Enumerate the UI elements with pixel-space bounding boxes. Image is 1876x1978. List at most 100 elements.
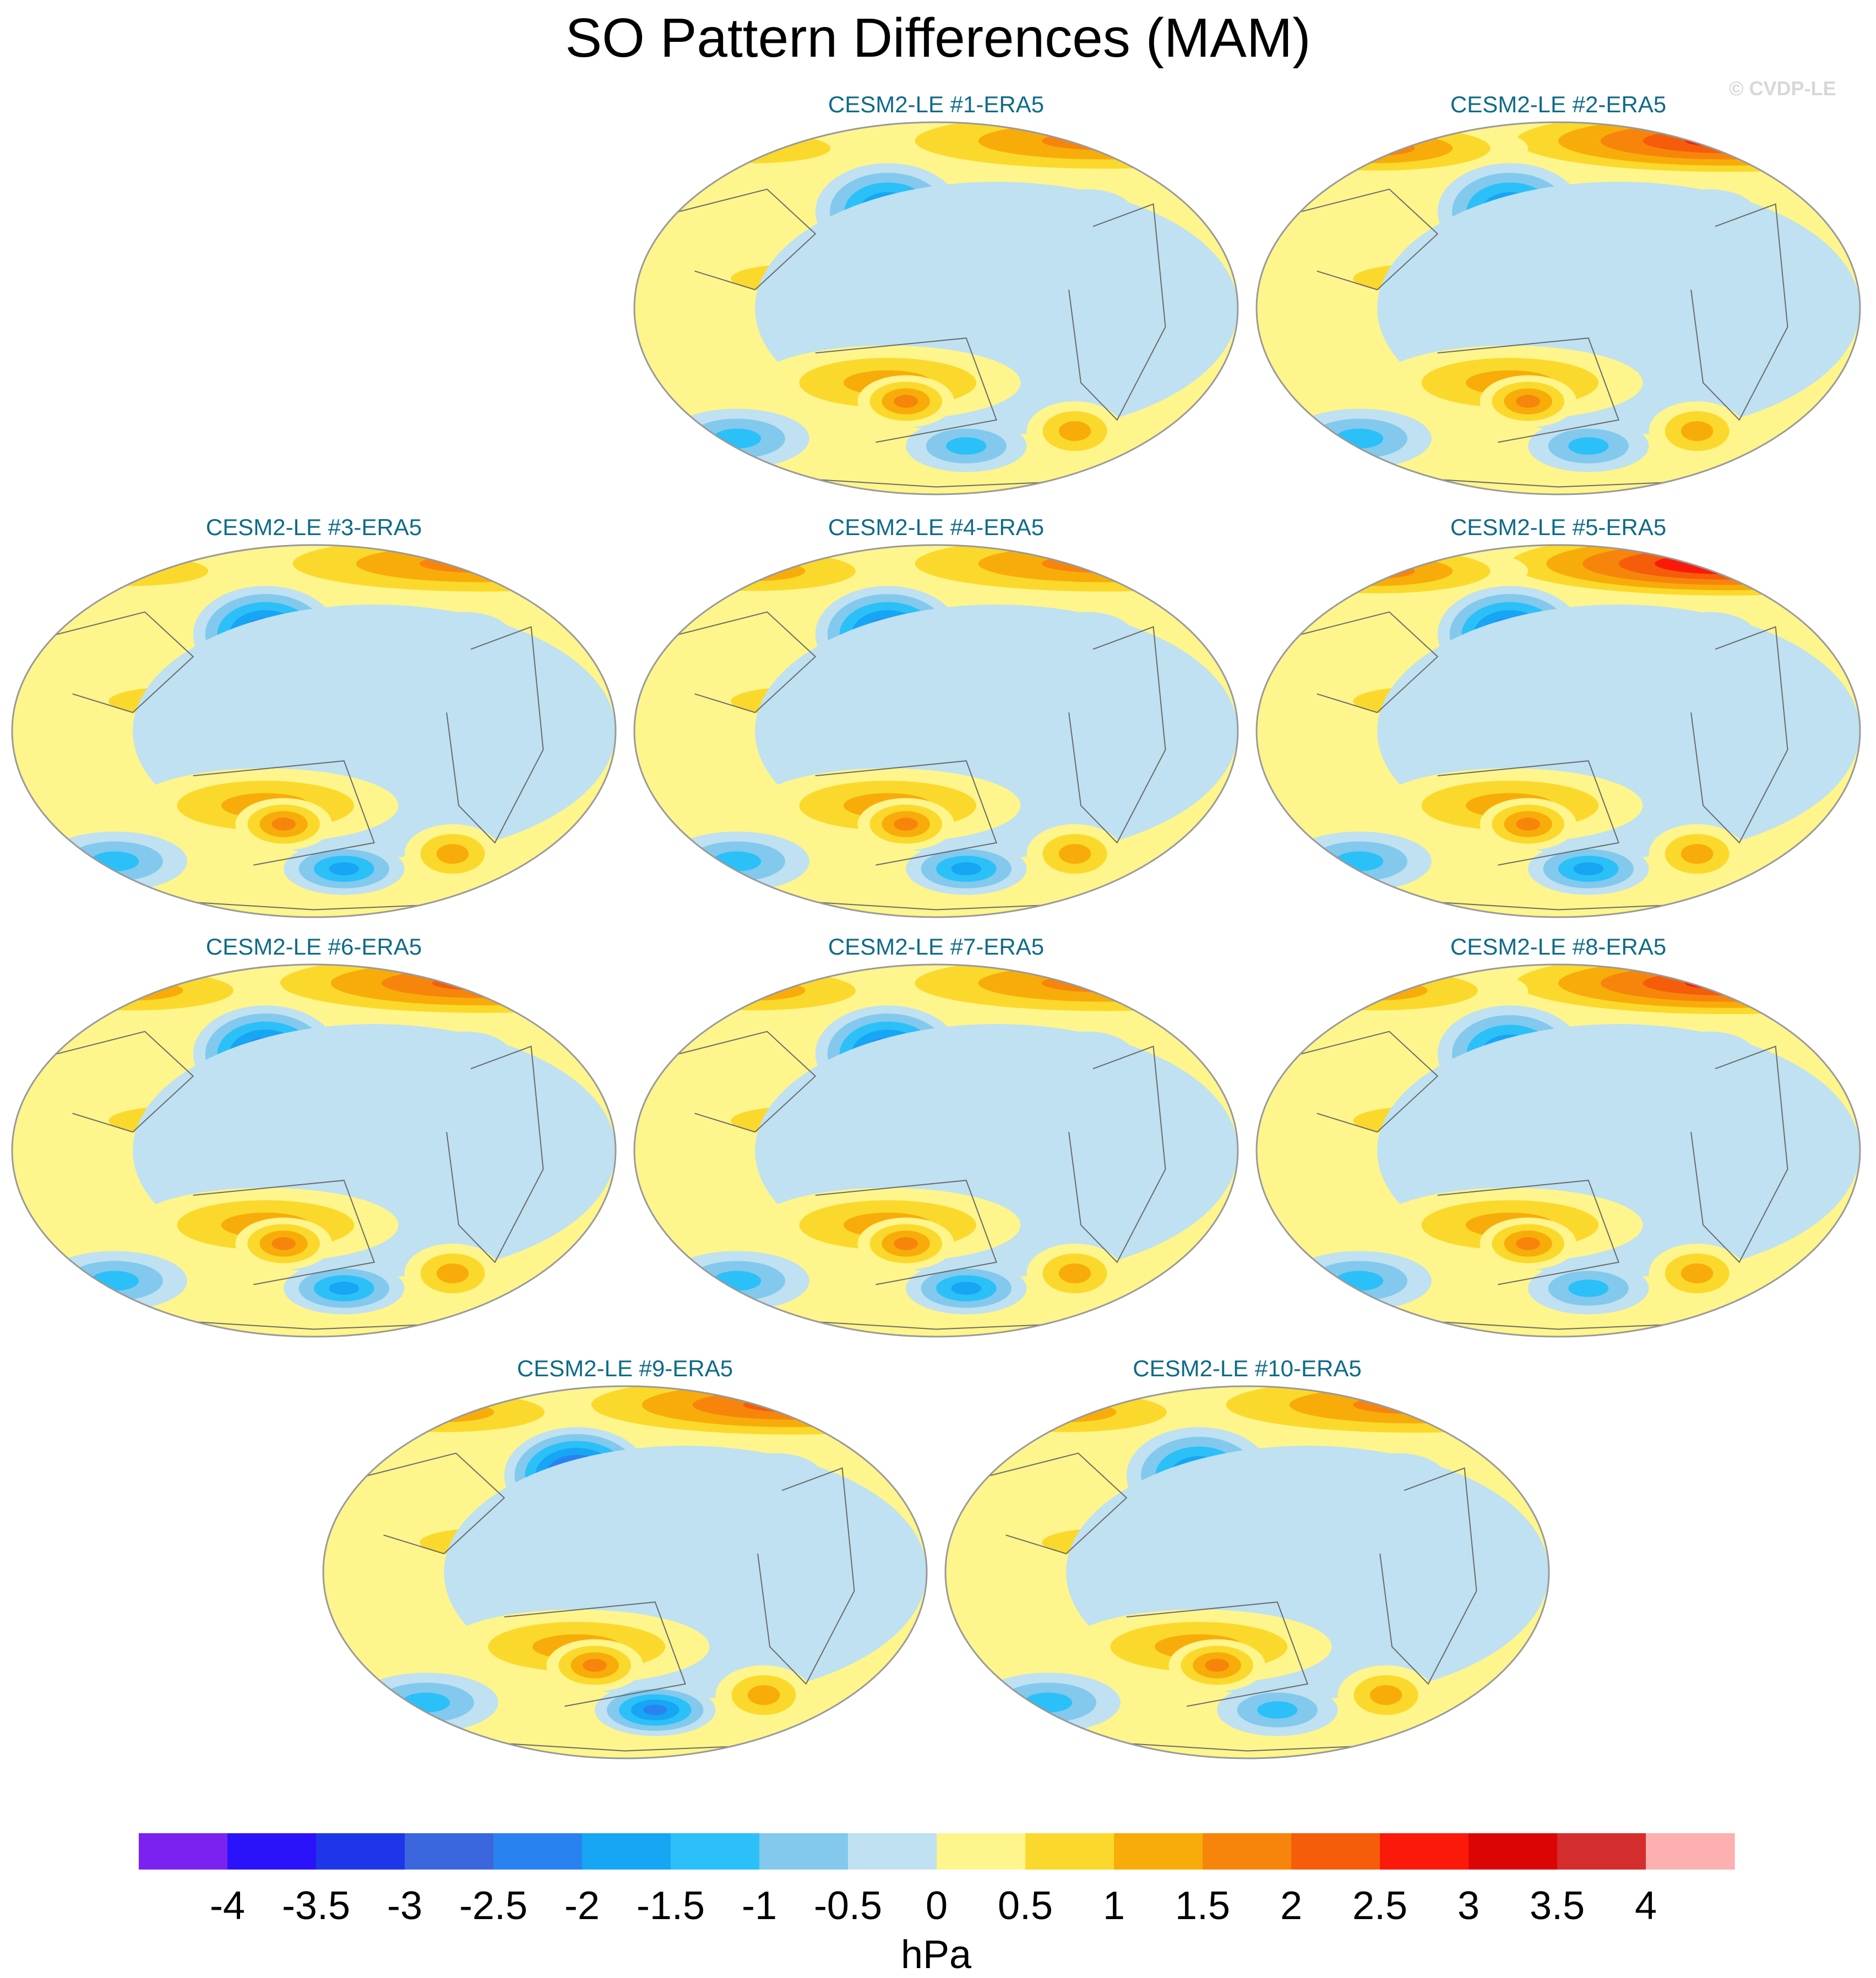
- contour-band: [1655, 553, 1800, 575]
- contour-band: [1369, 1685, 1402, 1705]
- contour-band: [1015, 1402, 1117, 1423]
- contour-band: [1041, 554, 1168, 573]
- contour-band: [1058, 844, 1091, 864]
- colorbar-tick-label: 0: [926, 1884, 948, 1928]
- colorbar-tick-label: 1.5: [1175, 1884, 1230, 1928]
- colorbar-tick-label: 0.5: [998, 1884, 1053, 1928]
- colorbar-tick-label: -4: [210, 1884, 245, 1928]
- map-border: [633, 544, 1239, 918]
- coastline: [1379, 1467, 1477, 1685]
- colorbar-tick-label: 1: [1103, 1884, 1125, 1928]
- map-panel: CESM2-LE #10-ERA5: [944, 1355, 1550, 1759]
- coastline: [975, 1452, 1128, 1555]
- coastline: [1286, 188, 1439, 291]
- map-panel: CESM2-LE #1-ERA5: [633, 91, 1239, 495]
- contour-band: [1516, 818, 1541, 831]
- map-panel: CESM2-LE #4-ERA5: [633, 514, 1239, 918]
- contour-band: [1041, 973, 1168, 993]
- colorbar-swatch: [937, 1833, 1026, 1870]
- coastline: [193, 1180, 375, 1285]
- colorbar-unit-label: hPa: [901, 1933, 972, 1977]
- contour-band: [915, 965, 1238, 1011]
- coastline: [1068, 1045, 1166, 1263]
- map-border: [633, 963, 1239, 1338]
- coastline: [1437, 1180, 1619, 1285]
- panel-title: CESM2-LE #6-ERA5: [206, 934, 422, 960]
- colorbar-tick-label: -2.5: [459, 1884, 528, 1928]
- contour-band: [951, 862, 982, 875]
- coastline: [664, 1031, 817, 1133]
- contour-band: [915, 545, 1238, 592]
- contour-band: [747, 1685, 780, 1705]
- colorbar-swatch: [316, 1833, 405, 1870]
- contour-band: [1058, 1263, 1091, 1284]
- colorbar-swatch: [1025, 1833, 1114, 1870]
- colorbar-swatch: [1114, 1833, 1203, 1870]
- contour-band: [946, 437, 987, 455]
- map-panel: CESM2-LE #7-ERA5: [633, 934, 1239, 1338]
- colorbar-tick-label: 2: [1280, 1884, 1302, 1928]
- panel-title: CESM2-LE #10-ERA5: [1133, 1355, 1362, 1381]
- contour-band: [1226, 1386, 1549, 1433]
- map-border: [1255, 544, 1861, 918]
- coastline: [1690, 626, 1788, 844]
- panel-title: CESM2-LE #1-ERA5: [828, 91, 1044, 117]
- contour-band: [436, 844, 469, 864]
- coastline: [1286, 611, 1439, 713]
- colorbar-tick-label: -0.5: [814, 1884, 882, 1928]
- contour-band: [894, 818, 918, 831]
- colorbar-swatch: [1646, 1833, 1735, 1870]
- map-panel: CESM2-LE #8-ERA5: [1255, 934, 1861, 1338]
- contour-band: [692, 1389, 896, 1420]
- contour-band: [894, 395, 918, 408]
- contour-band: [82, 980, 183, 1001]
- coastline: [815, 337, 997, 443]
- map-border: [633, 121, 1239, 495]
- contour-band: [1618, 547, 1836, 580]
- contour-band: [1685, 977, 1770, 990]
- coastline: [353, 1452, 505, 1555]
- contour-band: [330, 965, 616, 1006]
- colorbar-swatch: [1203, 1833, 1292, 1870]
- coastline: [446, 1045, 544, 1263]
- contour-band: [436, 1263, 469, 1284]
- panel-title: CESM2-LE #7-ERA5: [828, 934, 1044, 960]
- contour-band: [329, 862, 360, 875]
- colorbar-swatch: [759, 1833, 849, 1870]
- contour-band: [393, 1402, 494, 1423]
- contour-band: [643, 1704, 667, 1715]
- coastline: [1126, 1601, 1308, 1707]
- contour-band: [1205, 1659, 1230, 1672]
- contour-band: [1681, 844, 1714, 864]
- colorbar-tick-label: -1.5: [637, 1884, 705, 1928]
- coastline: [1068, 203, 1166, 421]
- map-panel: CESM2-LE #5-ERA5: [1255, 514, 1861, 918]
- coastline: [446, 626, 544, 844]
- colorbar-swatch: [1557, 1833, 1646, 1870]
- coastline: [757, 1467, 855, 1685]
- panel-title: CESM2-LE #4-ERA5: [828, 514, 1044, 540]
- colorbar: -4 -3.5 -3 -2.5 -2 -1.5 -1 -0.5 0 0.5 1 1.5 2 2.5 3 3.5…: [139, 1833, 1735, 1977]
- contour-band: [1568, 437, 1609, 455]
- coastline: [193, 760, 375, 866]
- contour-band: [1643, 128, 1812, 154]
- coastline: [1690, 203, 1788, 421]
- contour-band: [1681, 1263, 1714, 1284]
- contour-band: [292, 545, 616, 592]
- contour-band: [951, 1282, 982, 1295]
- colorbar-swatch: [1469, 1833, 1558, 1870]
- colorbar-tick-label: 4: [1635, 1884, 1657, 1928]
- panel-title: CESM2-LE #2-ERA5: [1450, 91, 1666, 117]
- colorbar-swatch: [1380, 1833, 1469, 1870]
- panel-title: CESM2-LE #8-ERA5: [1450, 934, 1666, 960]
- coastline: [815, 1180, 997, 1285]
- colorbar-swatch: [582, 1833, 671, 1870]
- colorbar-tick-label: -3.5: [282, 1884, 350, 1928]
- contour-band: [894, 1237, 918, 1250]
- contour-band: [1568, 1279, 1609, 1297]
- panel-title: CESM2-LE #3-ERA5: [206, 514, 422, 540]
- coastline: [42, 611, 194, 713]
- map-border: [1255, 963, 1861, 1338]
